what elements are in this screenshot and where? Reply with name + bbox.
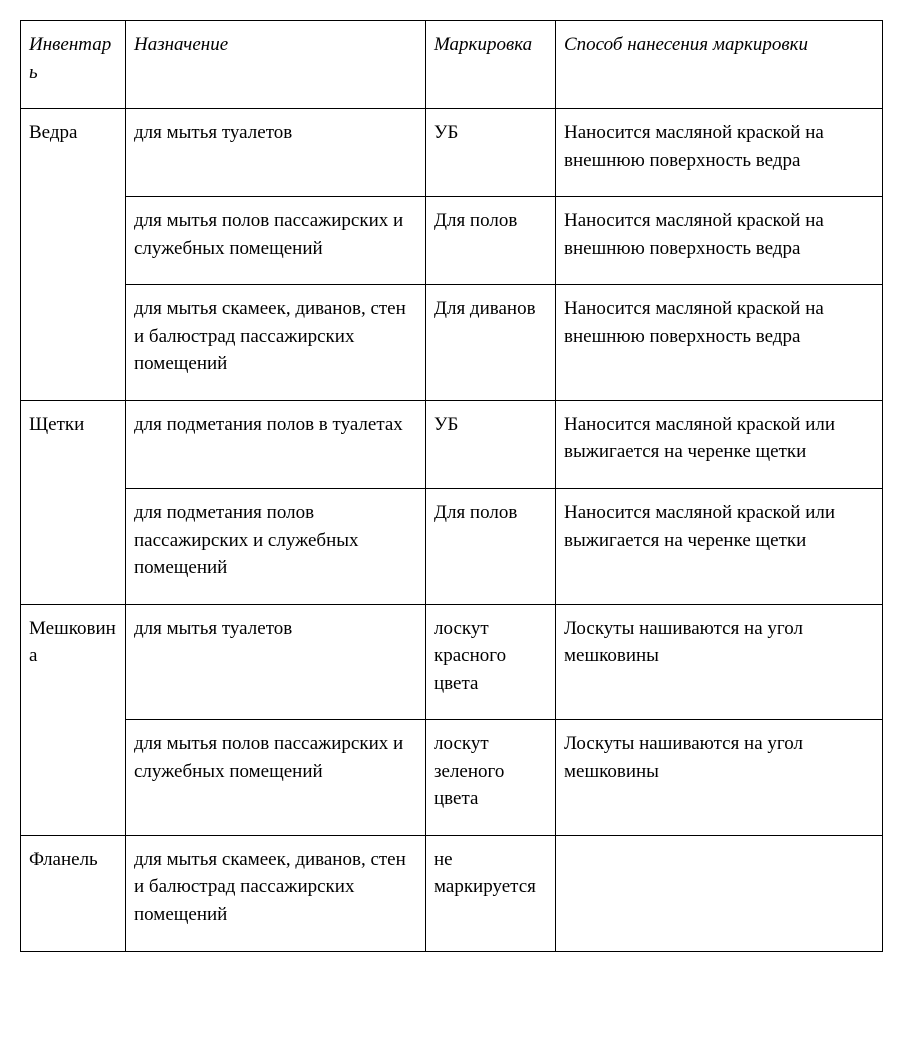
cell-purpose: для подметания полов в туалетах [126,400,426,488]
cell-marking: Для полов [426,197,556,285]
cell-inventory: Мешковина [21,604,126,835]
cell-purpose: для мытья туалетов [126,604,426,720]
cell-marking: лоскут красного цвета [426,604,556,720]
table-row: для мытья скамеек, диванов, стен и балюс… [21,285,883,401]
cell-purpose: для подметания полов пассажирских и служ… [126,489,426,605]
cell-marking: УБ [426,109,556,197]
cell-method: Наносится масляной краской или выжигаетс… [556,400,883,488]
cell-method: Наносится масляной краской на внешнюю по… [556,285,883,401]
cell-method: Лоскуты нашиваются на угол мешковины [556,720,883,836]
cell-marking: Для диванов [426,285,556,401]
cell-purpose: для мытья полов пассажирских и служебных… [126,197,426,285]
cell-method: Наносится масляной краской на внешнюю по… [556,109,883,197]
col-header-marking: Маркировка [426,21,556,109]
cell-method: Наносится масляной краской или выжигаетс… [556,489,883,605]
cell-method: Лоскуты нашиваются на угол мешковины [556,604,883,720]
cell-marking: УБ [426,400,556,488]
cell-marking: лоскут зеленого цвета [426,720,556,836]
cell-marking: не маркируется [426,835,556,951]
table-row: для мытья полов пассажирских и служебных… [21,197,883,285]
cell-inventory: Щетки [21,400,126,604]
table-row: Мешковина для мытья туалетов лоскут крас… [21,604,883,720]
inventory-table: Инвентарь Назначение Маркировка Способ н… [20,20,883,952]
table-row: Фланель для мытья скамеек, диванов, стен… [21,835,883,951]
col-header-purpose: Назначение [126,21,426,109]
cell-inventory: Ведра [21,109,126,401]
table-row: Ведра для мытья туалетов УБ Наносится ма… [21,109,883,197]
table-header-row: Инвентарь Назначение Маркировка Способ н… [21,21,883,109]
cell-inventory: Фланель [21,835,126,951]
table-row: для мытья полов пассажирских и служебных… [21,720,883,836]
col-header-method: Способ нанесения маркировки [556,21,883,109]
table-row: Щетки для подметания полов в туалетах УБ… [21,400,883,488]
cell-purpose: для мытья скамеек, диванов, стен и балюс… [126,285,426,401]
cell-method [556,835,883,951]
cell-marking: Для полов [426,489,556,605]
table-row: для подметания полов пассажирских и служ… [21,489,883,605]
cell-purpose: для мытья скамеек, диванов, стен и балюс… [126,835,426,951]
col-header-inventory: Инвентарь [21,21,126,109]
cell-purpose: для мытья полов пассажирских и служебных… [126,720,426,836]
cell-purpose: для мытья туалетов [126,109,426,197]
cell-method: Наносится масляной краской на внешнюю по… [556,197,883,285]
